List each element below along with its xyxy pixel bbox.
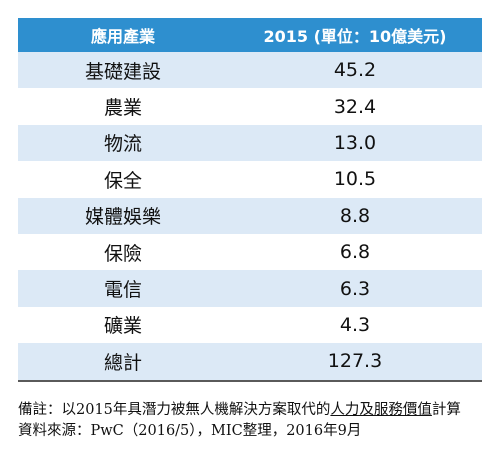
remark-text: 計算 (431, 402, 461, 418)
industry-cell: 保全 (103, 169, 142, 192)
industry-cell: 總計 (18, 343, 228, 382)
industry-cell: 媒體娛樂 (18, 197, 228, 234)
header-cell: 應用產業 (18, 18, 228, 52)
table-row: 保全 10.5 (18, 161, 482, 197)
table-row: 總計 127.3 (18, 343, 482, 382)
table-body: 基礎建設 45.2 農業 32.4 物流 13.0 保全 10.5 媒體娛樂 8.8 保險 6.8 電信… (18, 52, 482, 382)
value-cell: 32.4 (333, 95, 377, 118)
table-row: 媒體娛樂 8.8 (18, 197, 482, 234)
value-cell: 127.3 (228, 343, 482, 382)
industry-cell: 農業 (103, 97, 142, 120)
industry-cell: 保險 (103, 242, 142, 265)
value-cell: 45.2 (228, 52, 482, 89)
header-row: 應用產業 2015 (單位：10億美元) (18, 18, 482, 52)
table-row: 礦業 4.3 (18, 307, 482, 343)
industry-cell: 電信 (18, 270, 228, 307)
value-cell: 8.8 (228, 197, 482, 234)
industry-cell: 物流 (18, 124, 228, 162)
table-row: 電信 6.3 (18, 270, 482, 307)
value-cell: 6.3 (228, 270, 482, 307)
value-cell: 10.5 (333, 168, 377, 191)
source: 資料來源：PwC（2016/5），MIC整理，2016年9月 (18, 423, 362, 439)
value-cell: 6.8 (339, 241, 371, 264)
remark: 備註：以2015年具潛力被無人機解決方案取代的人力及服務價值計算 (18, 400, 496, 421)
industry-cell: 礦業 (103, 315, 142, 338)
header-cell: 2015 (單位：10億美元) (228, 18, 482, 52)
industry-cell: 基礎建設 (18, 52, 228, 89)
remark-underlined: 人力及服務價值 (330, 402, 432, 418)
table-row: 農業 32.4 (18, 88, 482, 124)
remark-text: 備註：以2015年具潛力被無人機解決方案取代的 (18, 402, 331, 418)
notes: 備註：以2015年具潛力被無人機解決方案取代的人力及服務價值計算 資料來源：Pw… (18, 400, 496, 442)
data-table: 應用產業 2015 (單位：10億美元) 基礎建設 45.2 農業 32.4 物流 13.… (18, 18, 482, 382)
table-row: 物流 13.0 (18, 124, 482, 162)
table-row: 基礎建設 45.2 (18, 52, 482, 89)
value-cell: 4.3 (339, 313, 371, 336)
value-cell: 13.0 (228, 124, 482, 162)
table-row: 保險 6.8 (18, 234, 482, 270)
